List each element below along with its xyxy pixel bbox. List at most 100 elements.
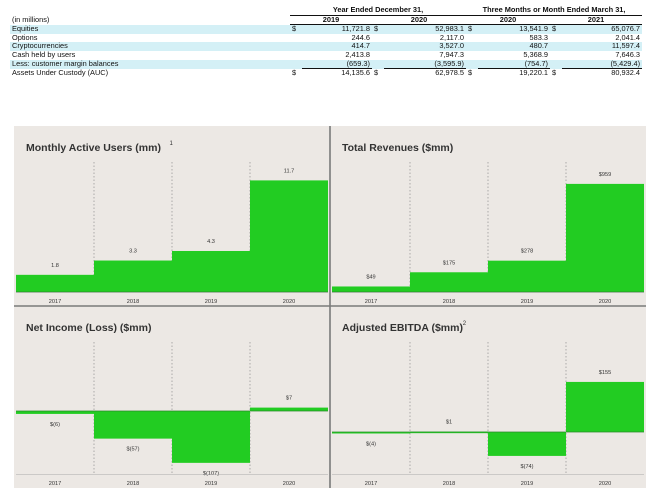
chart-title-footnote: 2 [463,321,467,327]
chart-title: Total Revenues ($mm) [342,142,453,154]
financial-table: Year Ended December 31, Three Months or … [10,5,643,78]
row-label: Less: customer margin balances [10,59,290,69]
row-label: Equities [10,24,290,34]
currency-symbol [550,51,562,60]
data-label: 4.3 [207,239,215,245]
category-label: 2017 [365,481,377,487]
year-header: 2019 [290,15,372,26]
unit-label: (in millions) [12,14,50,24]
row-value: (659.3) [302,59,372,70]
bar [332,286,410,292]
currency-symbol [550,34,562,43]
currency-symbol [290,51,302,60]
table-row: Assets Under Custody (AUC) $14,135.6 $62,9… [10,67,642,78]
currency-symbol [466,59,479,69]
category-label: 2019 [205,299,217,305]
row-value: (754.7) [478,59,551,70]
category-label: 2018 [443,481,455,487]
row-label: Assets Under Custody (AUC) [12,67,109,77]
chart-title: Adjusted EBITDA ($mm) [342,322,463,334]
data-label: $7 [286,396,292,402]
bar [172,250,250,292]
data-label: $(6) [50,422,60,428]
row-value: 14,135.6 [341,68,370,78]
category-label: 2019 [521,481,533,487]
data-label: $(57) [126,447,139,453]
category-label: 2017 [365,299,377,305]
data-label: 11.7 [284,168,294,174]
chart-panel: Adjusted EBITDA ($mm) 2 $(4) 2017 $1 2018 $(74… [332,321,644,487]
currency-symbol [290,42,302,51]
category-label: 2017 [49,299,61,305]
currency-symbol: $ [290,24,302,34]
currency-symbol: $ [552,67,557,77]
chart-title-footnote: 1 [170,141,174,147]
year-header: 2020 [372,15,467,26]
row-value: 2,041.4 [615,32,641,42]
charts-panel: Monthly Active Users (mm) 1 1.8 2017 3.3 2018… [14,126,646,488]
bar [172,411,250,463]
data-label: $155 [599,370,611,376]
chart-panel: Net Income (Loss) ($mm) $(6) 2017 $(57) 2018… [16,322,328,487]
group-header-year-ended: Year Ended December 31, [290,5,467,16]
currency-symbol [372,34,384,43]
table-row: Equities $11,721.8 $52,983.1 $13,541.9 $65,0… [10,24,643,34]
currency-symbol [466,34,478,43]
year-header: 2020 [466,15,551,26]
bar [250,407,328,411]
bar [566,183,644,292]
table-row: Options 244.6 2,117.0 583.3 2,041.4 [10,32,642,43]
currency-symbol: $ [468,67,473,77]
row-value: 11,721.8 [302,24,372,34]
row-value: 2,117.0 [439,32,465,42]
row-value: 7,646.3 [615,49,641,59]
category-label: 2020 [283,481,295,487]
currency-symbol [372,59,384,69]
data-label: $1 [446,420,452,426]
row-value: 52,983.1 [384,24,467,34]
row-value: 19,220.1 [519,68,549,78]
chart-panel: Monthly Active Users (mm) 1 1.8 2017 3.3 2018… [16,141,328,305]
row-label: Cash held by users [12,49,76,59]
data-label: $959 [599,172,611,178]
bar [410,272,488,292]
currency-symbol [466,42,479,51]
table-row: Less: customer margin balances (659.3) (3,… [10,59,643,70]
category-label: 2020 [599,299,611,305]
row-value: (5,429.4) [562,59,643,70]
table-row: Cryptocurrencies 414.7 3,527.0 480.7 11,597.… [10,42,643,51]
data-label: 3.3 [129,249,137,255]
bar [94,260,172,292]
currency-symbol: $ [372,24,384,34]
row-label: Options [12,32,38,42]
category-label: 2019 [521,299,533,305]
category-label: 2018 [127,481,139,487]
data-label: $(74) [520,464,533,470]
bar [332,432,410,434]
year-header: 2021 [550,15,643,26]
category-label: 2020 [283,299,295,305]
chart-title: Monthly Active Users (mm) [26,142,161,154]
bar [488,432,566,456]
row-value: 65,076.7 [562,24,643,34]
row-value: 3,527.0 [384,42,467,51]
table-row: Cash held by users 2,413.8 7,947.3 5,368.9 7… [10,49,642,60]
currency-symbol [466,51,478,60]
data-label: $(4) [366,442,376,448]
row-value: 2,413.8 [345,49,370,59]
row-value: 414.7 [302,42,372,51]
bar [16,274,94,292]
currency-symbol: $ [466,24,479,34]
bar [566,381,644,432]
currency-symbol: $ [374,67,379,77]
row-label: Cryptocurrencies [10,42,290,51]
currency-symbol [550,59,563,69]
row-value: 7,947.3 [439,49,465,59]
data-label: $(107) [203,471,219,477]
bar [488,260,566,292]
currency-symbol [372,51,384,60]
bar [250,180,328,292]
row-value: 13,541.9 [478,24,551,34]
data-label: $175 [443,260,455,266]
bar [16,411,94,414]
